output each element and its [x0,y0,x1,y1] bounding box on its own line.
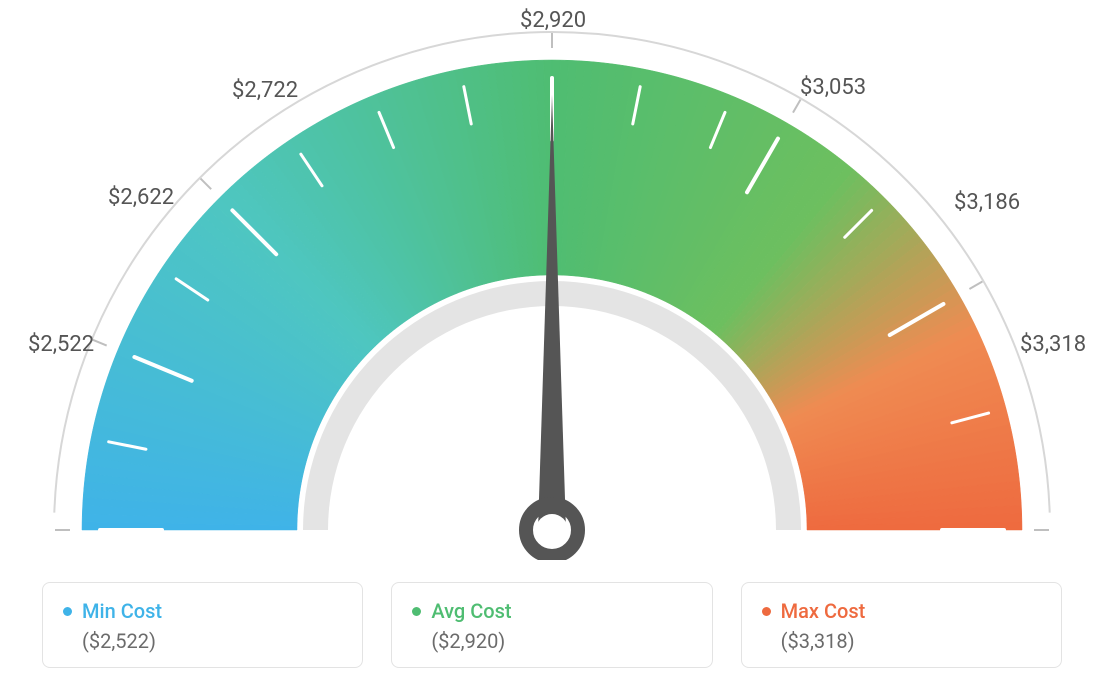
needle-hub-hole [536,514,568,546]
tick-label: $2,722 [232,78,298,103]
card-max-title: Max Cost [781,599,866,623]
gauge-area: $2,522 $2,622 $2,722 $2,920 $3,053 $3,186 $3,3… [0,0,1104,555]
card-max-cost: Max Cost ($3,318) [741,582,1062,668]
tick-label: $2,920 [520,8,586,33]
tick-label: $3,318 [1020,332,1086,357]
tick-label: $3,053 [800,75,866,100]
card-min-value: ($2,522) [63,629,342,653]
dot-icon [412,607,421,616]
card-avg-title: Avg Cost [431,599,511,623]
card-max-value: ($3,318) [762,629,1041,653]
cost-gauge-chart: $2,522 $2,622 $2,722 $2,920 $3,053 $3,186 $3,3… [0,0,1104,690]
outer-tick [93,340,107,346]
card-avg-value: ($2,920) [412,629,691,653]
dot-icon [63,607,72,616]
card-min-cost: Min Cost ($2,522) [42,582,363,668]
legend-cards: Min Cost ($2,522) Avg Cost ($2,920) Max … [42,582,1062,668]
card-min-title-row: Min Cost [63,599,342,623]
card-avg-cost: Avg Cost ($2,920) [391,582,712,668]
gauge-svg [0,0,1104,560]
outer-tick [969,282,982,290]
dot-icon [762,607,771,616]
outer-tick [201,179,212,190]
tick-label: $3,186 [954,190,1020,215]
card-max-title-row: Max Cost [762,599,1041,623]
card-avg-title-row: Avg Cost [412,599,691,623]
tick-label: $2,622 [108,185,174,210]
outer-tick [793,100,801,113]
card-min-title: Min Cost [82,599,162,623]
tick-label: $2,522 [28,332,94,357]
